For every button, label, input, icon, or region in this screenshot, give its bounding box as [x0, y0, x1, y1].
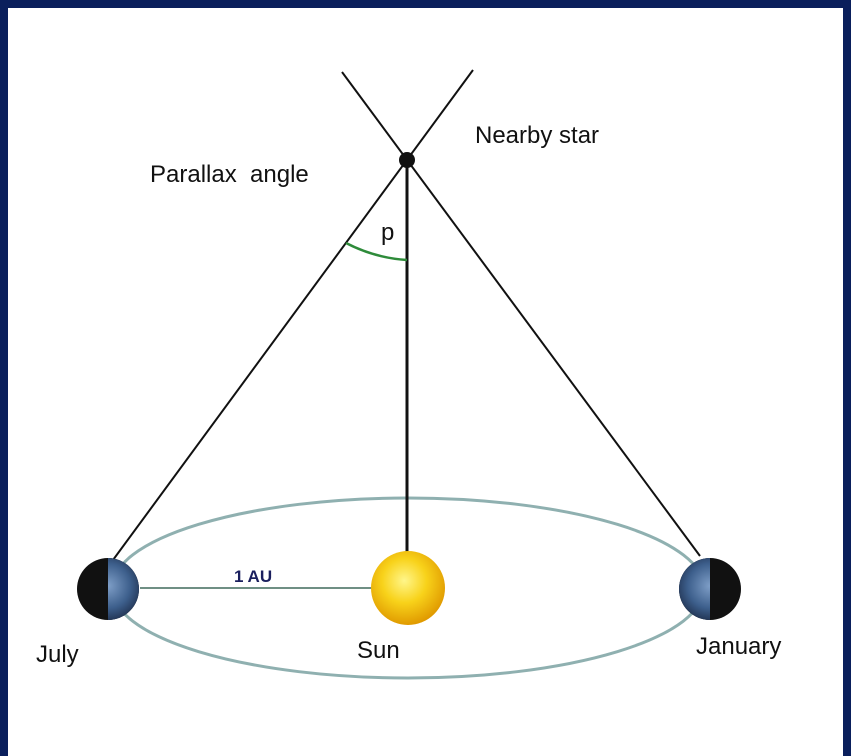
- angle-label: Parallax angle: [150, 161, 309, 188]
- parallax-diagram: Nearby star Parallax angle p 1 AU July S…: [8, 8, 843, 756]
- sun: [371, 551, 445, 625]
- sun-label: Sun: [357, 637, 400, 664]
- earth-january: [679, 558, 741, 620]
- star-label: Nearby star: [475, 122, 599, 149]
- january-label: January: [696, 633, 781, 660]
- july-label: July: [36, 641, 79, 668]
- page: Nearby star Parallax angle p 1 AU July S…: [0, 0, 851, 756]
- star: [399, 152, 415, 168]
- angle-symbol: p: [381, 219, 394, 246]
- distance-label: 1 AU: [234, 567, 272, 586]
- earth-july: [77, 558, 139, 620]
